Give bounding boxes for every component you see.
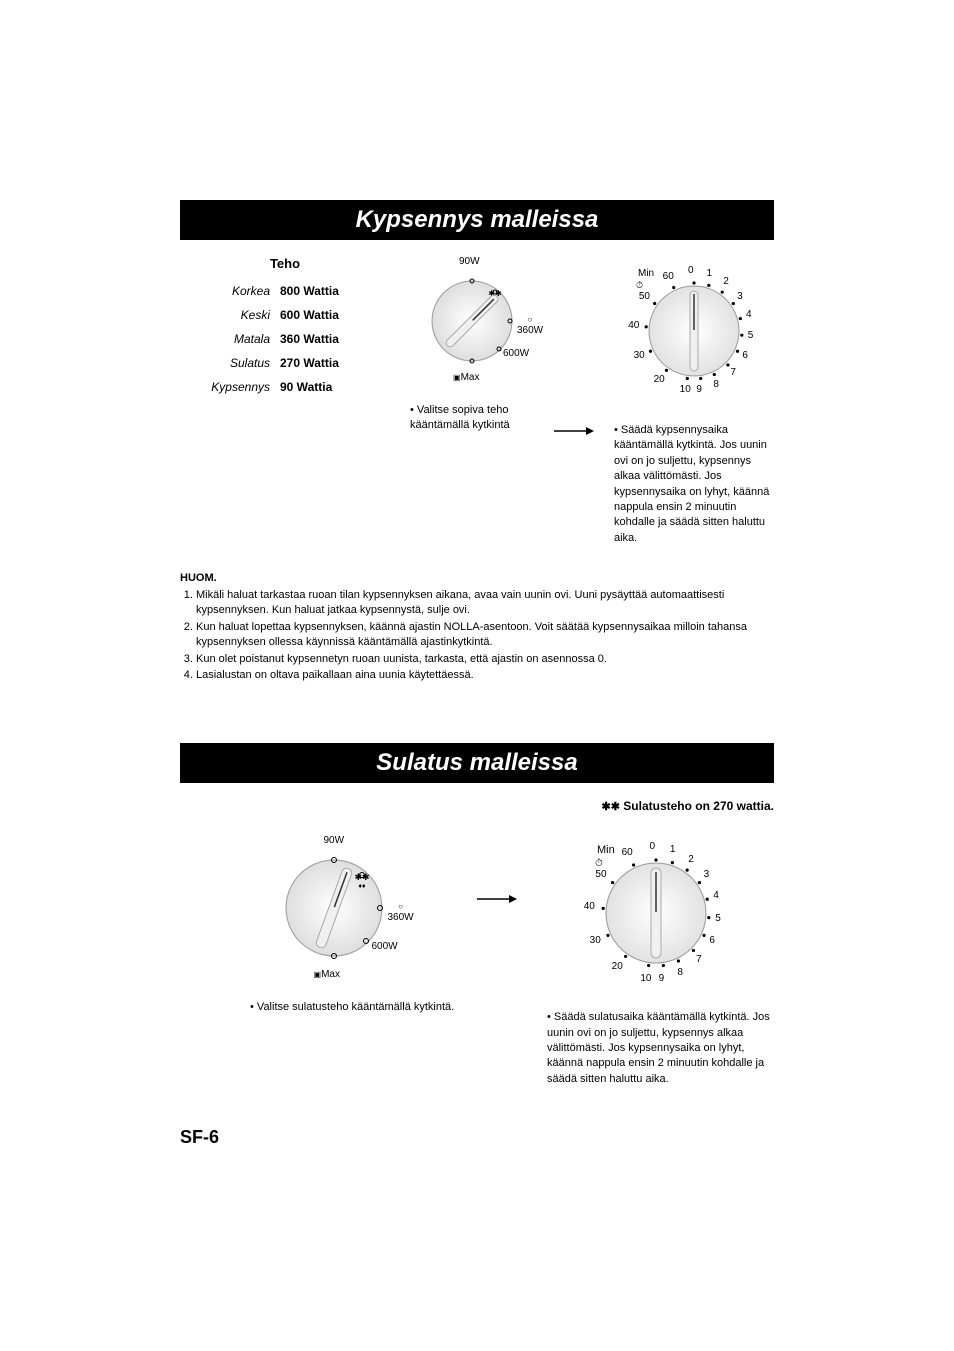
power-table: Teho Korkea 800 WattiaKeski 600 WattiaMa… [180,256,390,546]
power-label: Sulatus [180,356,280,370]
timer-mark: 60 [663,271,674,282]
arrow-icon [554,256,594,546]
timer-mark: 9 [696,384,702,395]
defrost-header: ✱✱ Sulatusteho on 270 wattia. [180,799,774,813]
timer-mark: 2 [688,854,694,865]
svg-text:✱✱: ✱✱ [354,872,369,882]
timer-mark: 3 [704,869,710,880]
timer-mark: 0 [650,841,656,852]
timer-mark: 20 [654,374,665,385]
timer-mark: 50 [595,869,606,880]
timer-mark: 3 [737,291,743,302]
timer-mark: 30 [590,935,601,946]
power-label: Korkea [180,284,280,298]
timer-mark: 10 [680,384,691,395]
timer-mark: 0 [688,265,694,276]
power-row: Kypsennys 90 Wattia [180,375,390,399]
svg-text:⏱: ⏱ [636,280,643,290]
power-value: 270 Wattia [280,356,339,370]
timer-mark: 40 [584,901,595,912]
power-dial: ✱✱ ♦♦ 90W ○ 360W 600W ▣Max [417,256,527,386]
d2-label-max: ▣Max [314,969,340,980]
svg-text:♦♦: ♦♦ [358,883,366,890]
timer-mark: 60 [622,847,633,858]
timer-mark: 7 [730,367,736,378]
d2-label-90w: 90W [324,835,345,846]
defrost-timer-dial: Min ⏱ 0 1 234 567 8 9 10 20 30 40 50 60 [571,833,741,993]
section2-title: Sulatus malleissa [180,743,774,783]
timer-mark: 5 [715,913,721,924]
timer-mark: 8 [677,967,683,978]
timer-mark: 1 [707,268,713,279]
power-value: 360 Wattia [280,332,339,346]
timer-mark: 8 [713,379,719,390]
timer-mark: 1 [670,844,676,855]
power-label: Matala [180,332,280,346]
svg-text:Min: Min [597,844,615,856]
timer-mark: 30 [634,350,645,361]
power-value: 800 Wattia [280,284,339,298]
timer-mark: 6 [709,935,715,946]
page-number: SF-6 [180,1127,774,1148]
power-instruction: Valitse sopiva teho kääntämällä kytkintä [410,403,534,434]
power-row: Keski 600 Wattia [180,303,390,327]
timer-mark: 6 [742,350,748,361]
note-item: Mikäli haluat tarkastaa ruoan tilan kyps… [196,588,774,618]
dial-label-600w: 600W [503,348,529,359]
timer-dial: Min ⏱ 0 1234 56789 10 20 30 40 50 60 [614,256,774,406]
power-row: Sulatus 270 Wattia [180,351,390,375]
timer-mark: 40 [628,320,639,331]
power-value: 600 Wattia [280,308,339,322]
svg-text:⏱: ⏱ [595,858,603,869]
dial-label-90w: 90W [459,256,480,267]
timer-mark: 7 [696,954,702,965]
svg-text:Min: Min [638,268,654,279]
notes-header: HUOM. [180,572,774,584]
timer-mark: 4 [713,890,719,901]
section1-title: Kypsennys malleissa [180,200,774,240]
d2-label-600w: 600W [372,941,398,952]
timer-mark: 10 [640,973,651,984]
defrost-timer-instruction: Säädä sulatusaika kääntämällä kytkintä. … [547,1010,774,1087]
notes-block: HUOM. Mikäli haluat tarkastaa ruoan tila… [180,572,774,683]
note-item: Kun olet poistanut kypsennetyn ruoan uun… [196,652,774,667]
arrow2-icon [477,833,517,905]
d2-label-360w: ○ 360W [388,901,414,923]
timer-instruction: Säädä kypsennysaika kääntämällä kytkintä… [614,423,774,546]
power-header: Teho [180,256,390,271]
power-row: Korkea 800 Wattia [180,279,390,303]
timer-mark: 9 [659,973,665,984]
dial-label-360w: ○ 360W [517,314,543,336]
power-label: Keski [180,308,280,322]
timer-mark: 2 [723,276,729,287]
note-item: Lasialustan on oltava paikallaan aina uu… [196,668,774,683]
timer-mark: 5 [748,330,754,341]
defrost-power-dial: ✱✱ ♦♦ 90W ○ 360W 600W ▣Max [274,833,404,983]
timer-mark: 50 [639,291,650,302]
power-value: 90 Wattia [280,380,332,394]
timer-mark: 4 [746,309,752,320]
power-label: Kypsennys [180,380,280,394]
timer-mark: 20 [612,961,623,972]
note-item: Kun haluat lopettaa kypsennyksen, käännä… [196,620,774,650]
power-row: Matala 360 Wattia [180,327,390,351]
defrost-power-instruction: Valitse sulatusteho kääntämällä kytkintä… [250,1000,457,1015]
dial-label-max: ▣Max [453,372,479,383]
